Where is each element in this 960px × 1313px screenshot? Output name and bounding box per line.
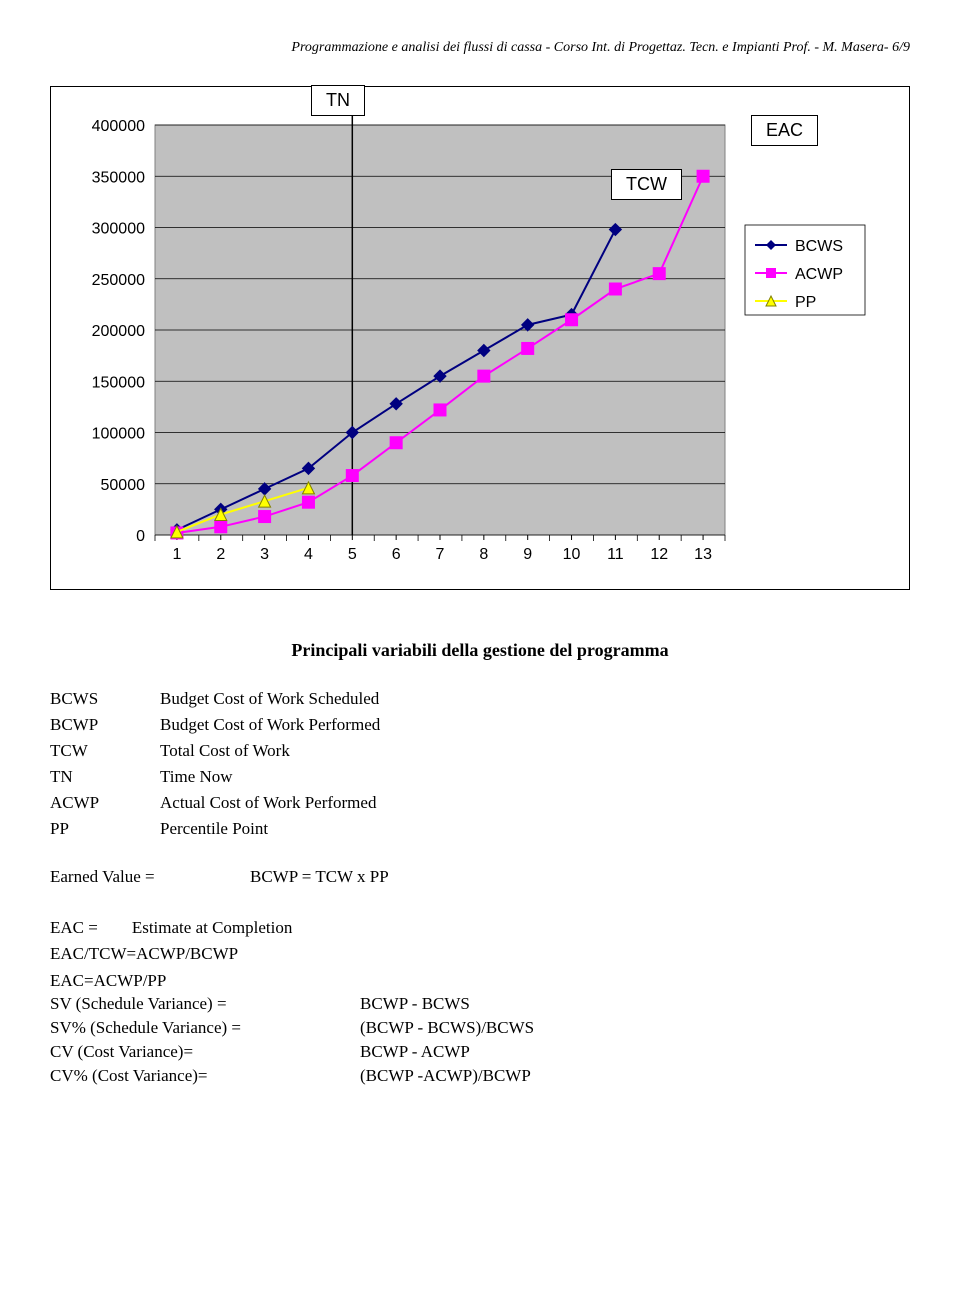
- svg-text:PP: PP: [795, 294, 816, 311]
- var-left: SV (Schedule Variance) =: [50, 994, 360, 1014]
- eac-annotation-box: EAC: [751, 115, 818, 146]
- eac-line: EAC=ACWP/PP: [50, 968, 910, 994]
- def-val: Percentile Point: [160, 819, 910, 839]
- svg-text:9: 9: [523, 546, 532, 563]
- tcw-annotation-box: TCW: [611, 169, 682, 200]
- svg-text:2: 2: [216, 546, 225, 563]
- earned-value-chart: 0 50000 100000 150000 200000 250000 300000 3500…: [65, 105, 885, 575]
- svg-text:100000: 100000: [92, 426, 145, 443]
- eac-line: EAC/TCW=ACWP/BCWP: [50, 941, 910, 967]
- ev-right: BCWP = TCW x PP: [250, 867, 910, 887]
- svg-text:150000: 150000: [92, 374, 145, 391]
- svg-text:8: 8: [479, 546, 488, 563]
- svg-text:400000: 400000: [92, 118, 145, 135]
- svg-text:300000: 300000: [92, 221, 145, 238]
- svg-text:200000: 200000: [92, 323, 145, 340]
- definitions-grid: BCWSBudget Cost of Work ScheduledBCWPBud…: [50, 689, 910, 839]
- svg-text:BCWS: BCWS: [795, 238, 843, 255]
- svg-text:12: 12: [650, 546, 668, 563]
- svg-text:13: 13: [694, 546, 712, 563]
- var-right: (BCWP -ACWP)/BCWP: [360, 1066, 910, 1086]
- svg-text:250000: 250000: [92, 272, 145, 289]
- def-key: TN: [50, 767, 160, 787]
- var-left: SV% (Schedule Variance) =: [50, 1018, 360, 1038]
- svg-text:3: 3: [260, 546, 269, 563]
- def-key: BCWS: [50, 689, 160, 709]
- earned-value-row: Earned Value = BCWP = TCW x PP: [50, 867, 910, 887]
- eac-line: EAC = Estimate at Completion: [50, 915, 910, 941]
- var-right: BCWP - BCWS: [360, 994, 910, 1014]
- var-right: (BCWP - BCWS)/BCWS: [360, 1018, 910, 1038]
- tn-annotation-box: TN: [311, 85, 365, 116]
- svg-text:5: 5: [348, 546, 357, 563]
- eac-text-block: EAC = Estimate at CompletionEAC/TCW=ACWP…: [50, 915, 910, 994]
- def-val: Budget Cost of Work Scheduled: [160, 689, 910, 709]
- def-key: ACWP: [50, 793, 160, 813]
- chart-container: TN TCW EAC 0 50000 100000 150000 200000 25000…: [50, 86, 910, 590]
- def-key: PP: [50, 819, 160, 839]
- def-val: Actual Cost of Work Performed: [160, 793, 910, 813]
- section-title: Principali variabili della gestione del …: [50, 640, 910, 661]
- def-key: BCWP: [50, 715, 160, 735]
- variance-grid: SV (Schedule Variance) =BCWP - BCWSSV% (…: [50, 994, 910, 1086]
- ev-left: Earned Value =: [50, 867, 250, 887]
- svg-text:6: 6: [392, 546, 401, 563]
- svg-text:ACWP: ACWP: [795, 266, 843, 283]
- def-val: Time Now: [160, 767, 910, 787]
- svg-text:50000: 50000: [101, 477, 146, 494]
- def-val: Total Cost of Work: [160, 741, 910, 761]
- svg-text:4: 4: [304, 546, 313, 563]
- def-val: Budget Cost of Work Performed: [160, 715, 910, 735]
- page-header: Programmazione e analisi dei flussi di c…: [50, 40, 910, 56]
- svg-text:11: 11: [607, 546, 624, 563]
- var-right: BCWP - ACWP: [360, 1042, 910, 1062]
- svg-text:10: 10: [563, 546, 581, 563]
- def-key: TCW: [50, 741, 160, 761]
- svg-text:0: 0: [136, 528, 145, 545]
- var-left: CV% (Cost Variance)=: [50, 1066, 360, 1086]
- svg-text:7: 7: [436, 546, 445, 563]
- svg-text:350000: 350000: [92, 169, 145, 186]
- var-left: CV (Cost Variance)=: [50, 1042, 360, 1062]
- svg-text:1: 1: [172, 546, 181, 563]
